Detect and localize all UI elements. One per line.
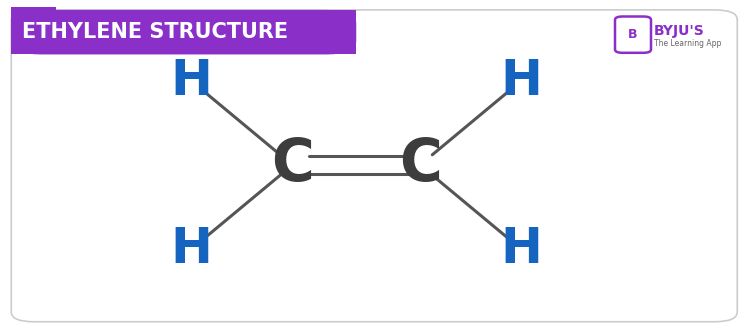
Text: The Learning App: The Learning App [654,39,722,48]
Text: ETHYLENE STRUCTURE: ETHYLENE STRUCTURE [22,22,289,42]
Text: H: H [170,57,212,105]
Text: BYJU'S: BYJU'S [654,24,705,38]
Text: H: H [500,57,542,105]
Text: C: C [399,137,441,193]
FancyBboxPatch shape [11,10,356,54]
Text: H: H [500,225,542,273]
FancyBboxPatch shape [615,16,651,53]
Text: C: C [272,137,314,193]
Text: B: B [628,28,638,41]
Bar [11,7,56,23]
Bar [11,10,356,54]
Text: H: H [170,225,212,273]
FancyBboxPatch shape [11,10,737,322]
